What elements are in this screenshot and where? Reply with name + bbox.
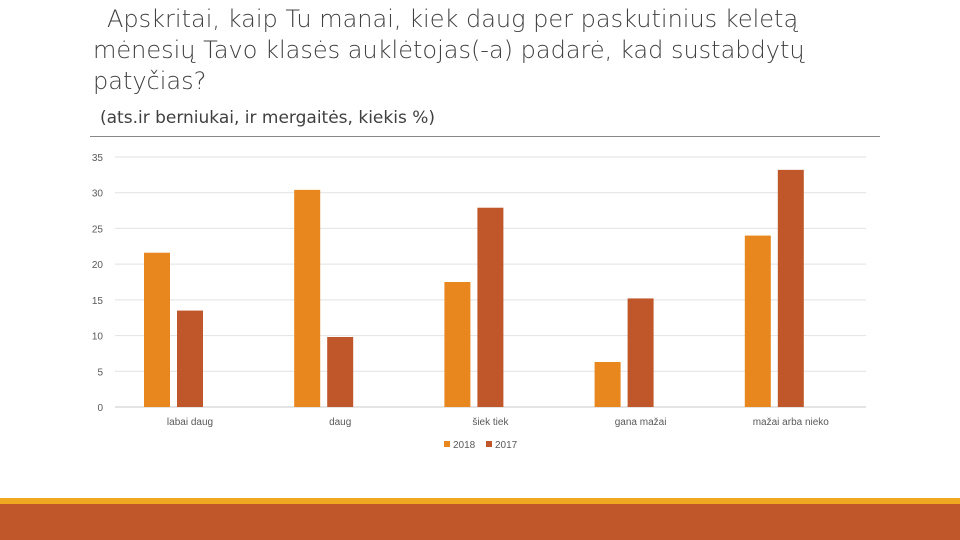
x-tick-label: labai daug xyxy=(167,417,213,428)
bar-2017-1 xyxy=(327,337,354,407)
y-tick-label: 30 xyxy=(92,189,104,200)
title-line-3: patyčias? xyxy=(93,67,207,95)
chart-subtitle: (ats.ir berniukai, ir mergaitės, kiekis … xyxy=(100,108,435,128)
legend-label-2017: 2017 xyxy=(495,440,518,451)
bar-2018-4 xyxy=(744,235,771,407)
legend-swatch-2017 xyxy=(486,441,492,447)
x-tick-label: mažai arba nieko xyxy=(753,417,830,428)
y-tick-label: 15 xyxy=(92,296,104,307)
bar-2017-3 xyxy=(627,298,654,407)
y-tick-label: 25 xyxy=(92,224,104,235)
title-divider xyxy=(90,136,880,137)
bar-2018-2 xyxy=(444,282,471,407)
y-tick-label: 0 xyxy=(97,403,103,414)
bar-2017-2 xyxy=(477,207,504,407)
bar-chart: 0 5 10 15 20 25 30 35 labai daug daug šiek tiek gan… xyxy=(92,153,866,451)
bar-2018-1 xyxy=(294,189,321,407)
bar-2017-4 xyxy=(777,169,804,407)
y-tick-label: 5 xyxy=(97,367,103,378)
title-line-2: mėnesių Tavo klasės auklėtojas(-a) padar… xyxy=(93,36,805,64)
y-tick-label: 35 xyxy=(92,153,104,164)
title-line-1: Apskritai, kaip Tu manai, kiek daug per … xyxy=(107,5,799,33)
y-tick-label: 10 xyxy=(92,332,104,343)
bar-2017-0 xyxy=(177,310,203,407)
footer-band xyxy=(0,504,960,540)
legend-swatch-2018 xyxy=(444,441,450,447)
page-title: Apskritai, kaip Tu manai, kiek daug per … xyxy=(93,4,893,97)
bar-2018-3 xyxy=(594,362,621,407)
bar-2018-0 xyxy=(144,252,170,407)
x-tick-label: daug xyxy=(329,417,351,428)
footer-accent-band xyxy=(0,498,960,504)
x-tick-label: šiek tiek xyxy=(472,417,509,428)
legend-label-2018: 2018 xyxy=(453,440,476,451)
x-tick-label: gana mažai xyxy=(615,417,667,428)
y-tick-label: 20 xyxy=(92,260,104,271)
